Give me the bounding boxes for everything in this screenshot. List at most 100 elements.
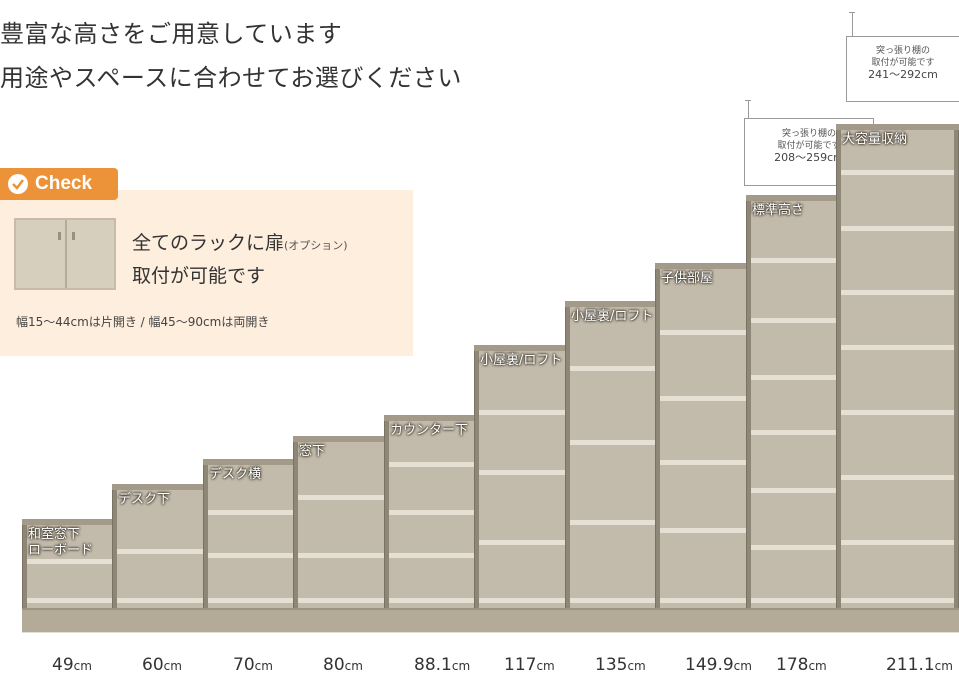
rack-height-label: 60cm [142,655,182,675]
shelf-board [751,318,868,323]
rack-height-label: 178cm [776,655,827,675]
shelf-board [751,488,868,493]
shelf-board [479,410,596,415]
shelf-board [117,549,234,554]
shelf-board [841,290,954,295]
shelf-board [570,366,687,371]
rack-height-value: 178 [776,655,809,675]
shelf-board [751,430,868,435]
rack-use-label: 小屋裏/ロフト [480,353,563,368]
shelf-board [660,396,777,401]
callout-2-line-1: 突っ張り棚の [875,46,930,56]
shelf-board [660,330,777,335]
check-text-line-1: 全てのラックに扉(オプション) [132,232,348,254]
callout-guide-line [852,12,853,42]
rack-height-unit: cm [808,659,827,673]
shelf-board [841,475,954,480]
rack-use-label: 窓下 [299,444,326,459]
shelf-board [298,495,415,500]
callout-2-line-2: 取付が可能です [871,58,935,68]
rack-height-label: 149.9cm [685,655,752,675]
callout-tick [849,12,855,13]
shelf-board [27,559,144,564]
shelf-board [841,170,954,175]
rack-height-value: 80 [323,655,345,675]
callout-tick [745,100,751,101]
rack-use-label: 和室窓下 ローボード [28,527,94,558]
headline-line-2: 用途やスペースに合わせてお選びください [0,64,462,92]
shelf-board [570,440,687,445]
rack-height-unit: cm [536,659,555,673]
shelf-board [389,598,506,603]
door-opening-note: 幅15～44cmは片開き / 幅45～90cmは両開き [16,315,270,329]
shelf-board [570,520,687,525]
rack-height-label: 211.1cm [886,655,953,675]
rack-height-label: 49cm [52,655,92,675]
shelf-board [479,598,596,603]
rack-height-value: 135 [595,655,628,675]
rack-height-label: 70cm [233,655,273,675]
rack-height-unit: cm [934,659,953,673]
shelf-board [841,540,954,545]
rack-height-label: 135cm [595,655,646,675]
check-badge-label: Check [35,173,93,194]
shelf-board [660,460,777,465]
rack-height-value: 49 [52,655,74,675]
shelf-board [751,375,868,380]
shelf-board [479,540,596,545]
rack-height-unit: cm [627,659,646,673]
check-text-line-2: 取付が可能です [132,265,266,287]
rack-height-unit: cm [73,659,92,673]
shelf-board [117,598,234,603]
shelf-board [570,598,687,603]
rack-height-label: 88.1cm [414,655,470,675]
shelf-board [841,598,954,603]
rack-use-label: 子供部屋 [661,271,714,286]
rack-use-label: 標準高さ [752,203,805,218]
rack-use-label: 小屋裏/ロフト [571,309,654,324]
rack-height-unit: cm [344,659,363,673]
rack-10: 大容量収納 [836,124,959,632]
rack-height-value: 88.1 [414,655,452,675]
rack-height-value: 60 [142,655,164,675]
callout-2-range: 241～292cm [868,68,938,81]
rack-height-value: 70 [233,655,255,675]
rack-use-label: デスク下 [118,492,171,507]
option-note: (オプション) [284,239,348,252]
rack-height-unit: cm [451,659,471,673]
rack-height-value: 117 [504,655,537,675]
door-option-image [14,218,116,290]
rack-height-label: 80cm [323,655,363,675]
checkmark-icon [8,174,28,194]
rack-height-unit: cm [163,659,182,673]
shelf-board [751,258,868,263]
callout-1-line-2: 取付が可能です [777,141,841,151]
callout-1-line-1: 突っ張り棚の [781,129,836,139]
callout-guide-line [748,100,749,124]
callout-1-range: 208～259cm [774,151,844,164]
check-badge: Check [0,168,118,200]
callout-box-2: 突っ張り棚の 取付が可能です 241～292cm [846,36,959,102]
shelf-board [208,598,325,603]
rack-height-unit: cm [254,659,273,673]
shelf-board [660,598,777,603]
shelf-board [27,598,144,603]
rack-use-label: カウンター下 [390,423,469,438]
shelf-board [841,226,954,231]
shelf-board [660,528,777,533]
shelf-board [208,553,325,558]
shelf-board [389,510,506,515]
shelf-board [208,510,325,515]
shelf-board [298,553,415,558]
rack-use-label: デスク横 [209,467,262,482]
shelf-board [389,462,506,467]
rack-height-label: 117cm [504,655,555,675]
shelf-board [751,545,868,550]
shelf-board [841,410,954,415]
rack-height-unit: cm [733,659,752,673]
shelf-board [479,470,596,475]
rack-use-label: 大容量収納 [842,132,908,147]
headline-line-1: 豊富な高さをご用意しています [0,20,343,48]
shelf-board [298,598,415,603]
rack-height-value: 211.1 [886,655,935,675]
